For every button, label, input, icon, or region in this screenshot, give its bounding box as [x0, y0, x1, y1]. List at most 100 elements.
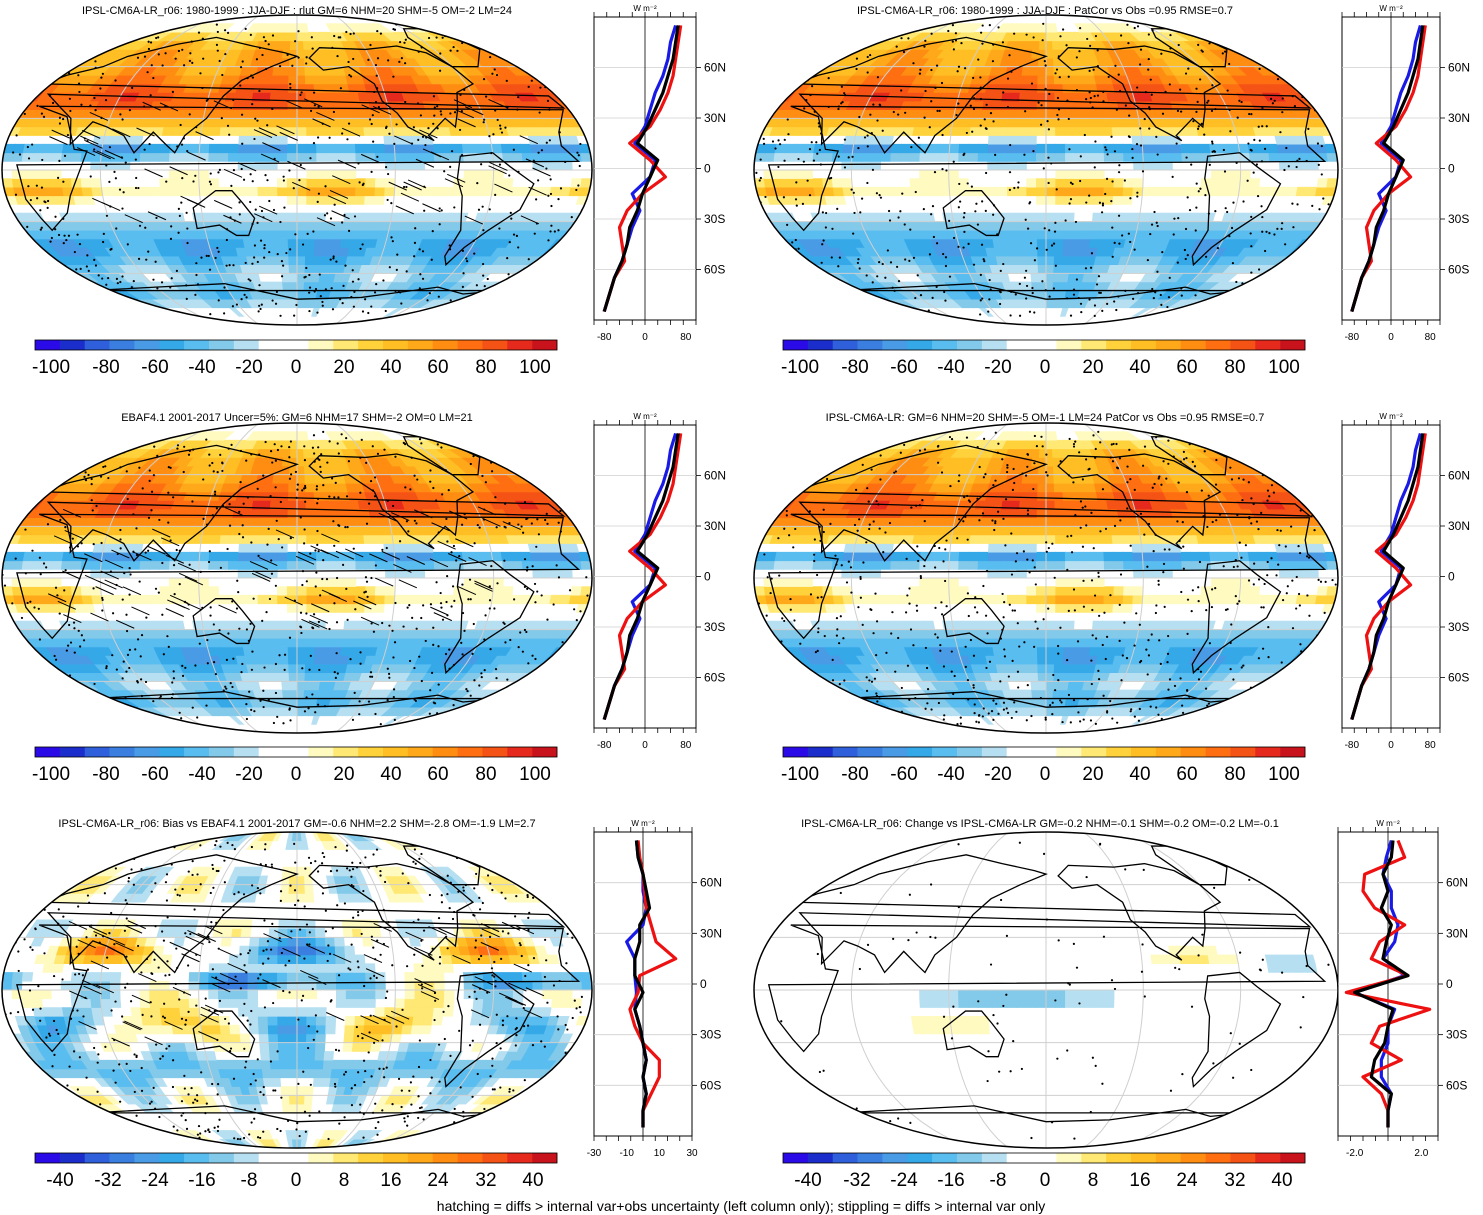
map-cell: [481, 186, 493, 197]
map-cell: [70, 152, 83, 162]
stipple-dot: [240, 298, 243, 301]
map-cell: [179, 186, 191, 197]
map-cell: [1045, 83, 1055, 93]
map-cell: [281, 273, 290, 283]
stipple-dot: [1195, 87, 1198, 90]
stipple-dot: [179, 123, 182, 127]
map-cell: [223, 229, 235, 240]
map-cell: [1045, 264, 1055, 274]
map-cell: [452, 143, 464, 154]
stipple-dot: [959, 200, 962, 203]
stipple-dot: [777, 165, 780, 169]
stipple-dot: [375, 74, 378, 77]
stipple-dot: [888, 31, 891, 34]
map-cell: [326, 152, 337, 162]
hatch-line: [254, 213, 273, 223]
stipple-dot: [1149, 232, 1152, 236]
stipple-dot: [403, 41, 406, 44]
hatch-line: [49, 136, 68, 146]
profile-x-label: 0: [642, 332, 648, 343]
map-cell: [306, 169, 317, 179]
stipple-dot: [119, 113, 122, 116]
map-cell: [980, 109, 992, 119]
stipple-dot: [421, 250, 425, 253]
stipple-dot: [553, 230, 556, 233]
map-cell: [188, 169, 200, 179]
stipple-dot: [58, 72, 61, 75]
stipple-dot: [65, 238, 68, 242]
map-cell: [257, 143, 269, 154]
stipple-dot: [63, 234, 66, 237]
map-cell: [841, 161, 852, 171]
stipple-dot: [347, 229, 351, 232]
map-cell: [296, 221, 307, 231]
stipple-dot: [1069, 181, 1073, 184]
map-cell: [992, 238, 1004, 248]
stipple-dot: [402, 185, 406, 189]
stipple-dot: [1084, 267, 1088, 270]
hatch-line: [262, 142, 281, 152]
map-cell: [570, 178, 583, 188]
stipple-dot: [1172, 233, 1175, 236]
stipple-dot: [370, 305, 373, 308]
stipple-dot: [816, 152, 819, 155]
map-cell: [296, 290, 305, 300]
map-cell: [296, 281, 305, 291]
hatch-line: [395, 205, 414, 215]
stipple-dot: [375, 283, 378, 286]
map-cell: [1045, 195, 1056, 205]
stipple-dot: [62, 217, 65, 220]
stipple-dot: [196, 283, 200, 286]
colorbar-swatch: [981, 340, 1008, 350]
stipple-dot: [1169, 47, 1172, 50]
stipple-dot: [249, 33, 252, 36]
stipple-dot: [825, 211, 828, 215]
stipple-dot: [156, 311, 159, 314]
stipple-dot: [1136, 195, 1139, 198]
stipple-dot: [1002, 262, 1005, 266]
stipple-dot: [314, 287, 318, 291]
stipple-dot: [546, 99, 550, 102]
map-cell: [1026, 212, 1038, 222]
stipple-dot: [818, 125, 821, 128]
stipple-dot: [811, 85, 814, 88]
stipple-dot: [216, 49, 219, 52]
stipple-dot: [888, 219, 892, 222]
map-cell: [1036, 212, 1047, 222]
map-cell: [281, 281, 291, 291]
map-cell: [168, 169, 180, 179]
stipple-dot: [335, 260, 338, 263]
stipple-dot: [510, 217, 513, 220]
stipple-dot: [1069, 198, 1073, 201]
map-cell: [259, 221, 270, 231]
stipple-dot: [155, 36, 158, 40]
stipple-dot: [62, 180, 65, 183]
map-cell: [481, 143, 493, 154]
stipple-dot: [439, 110, 442, 113]
stipple-dot: [1111, 180, 1114, 183]
stipple-dot: [137, 257, 141, 261]
stipple-dot: [87, 282, 90, 285]
hatch-line: [388, 181, 407, 191]
stipple-dot: [294, 40, 297, 43]
stipple-dot: [840, 282, 843, 285]
map-cell: [286, 152, 298, 162]
stipple-dot: [774, 147, 777, 150]
graticule-meridian: [198, 15, 260, 325]
stipple-dot: [891, 286, 894, 289]
map-cell: [1069, 74, 1080, 85]
stipple-dot: [101, 72, 104, 75]
stipple-dot: [1150, 223, 1154, 226]
stipple-dot: [1301, 247, 1304, 250]
stipple-dot: [93, 96, 96, 100]
map-cell: [312, 255, 323, 266]
map-cell: [351, 221, 363, 231]
stipple-dot: [463, 88, 466, 92]
map-cell: [1045, 66, 1055, 76]
map-cell: [998, 118, 1010, 128]
stipple-dot: [251, 76, 254, 79]
stipple-dot: [57, 233, 61, 237]
stipple-dot: [297, 56, 300, 59]
map-cell: [1013, 264, 1024, 274]
stipple-dot: [185, 284, 188, 287]
